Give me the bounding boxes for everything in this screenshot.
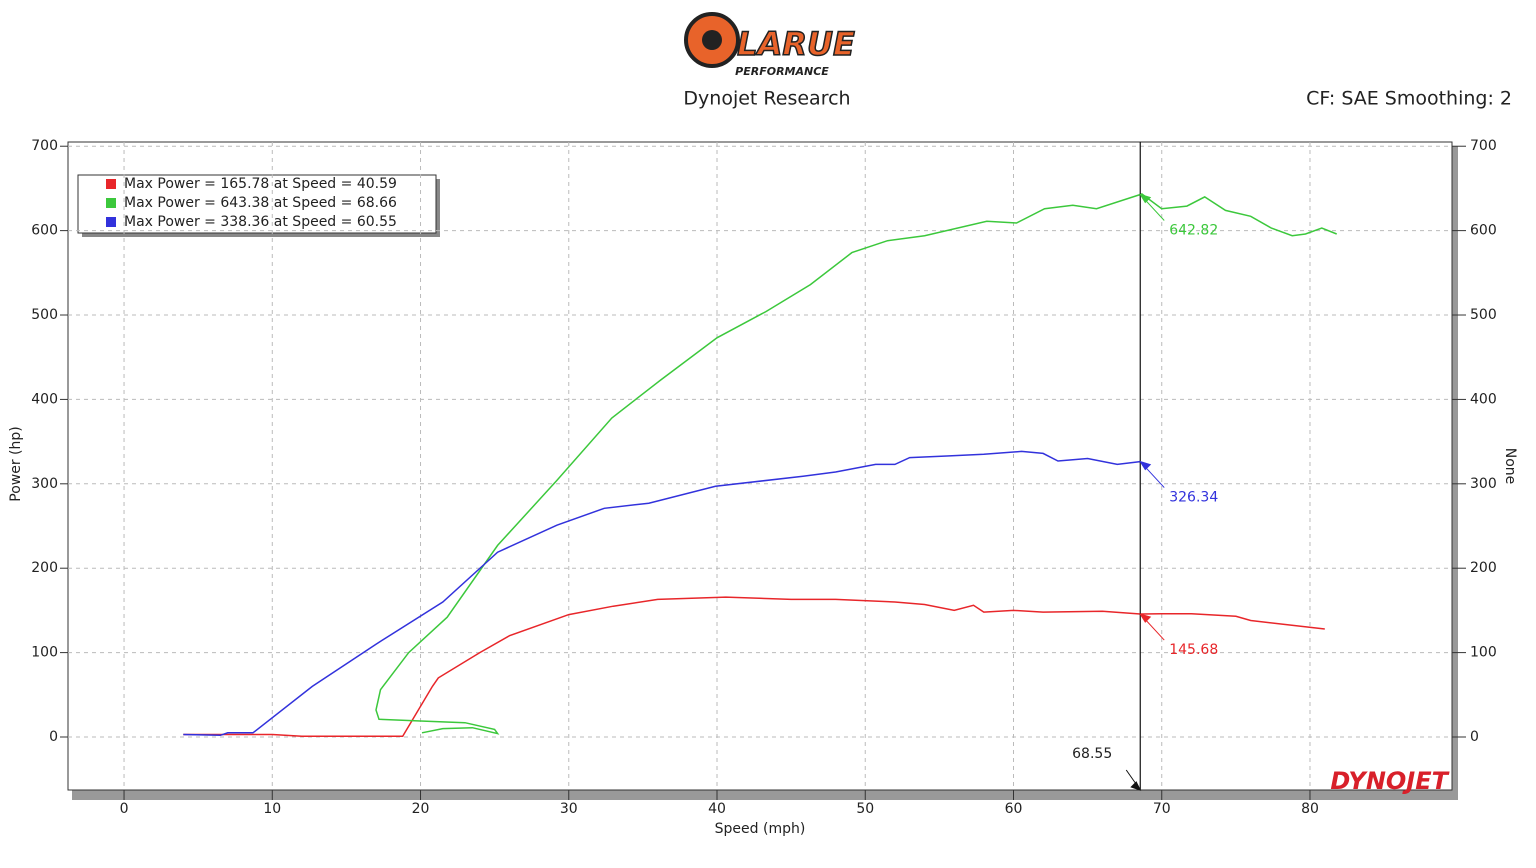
power-line [183,596,1325,737]
logo-tagline: PERFORMANCE [735,65,829,78]
legend-entry: Max Power = 338.36 at Speed = 60.55 [124,214,397,230]
y2-tick-label: 500 [1470,307,1497,323]
legend-swatch [106,198,116,208]
x-tick-label: 30 [560,801,578,817]
cursor-pointer [1139,460,1165,488]
x-tick-label: 50 [856,801,874,817]
x-tick-label: 60 [1005,801,1023,817]
legend-box [77,174,437,234]
y-axis-label: Power (hp) [8,426,24,501]
y-tick-label: 400 [31,391,58,407]
legend-swatch [106,217,116,227]
cursor-x-arrow [1125,769,1142,791]
y-tick-label: 500 [31,307,58,323]
legend: Max Power = 165.78 at Speed = 40.59 Max P… [77,174,440,237]
y-tick-label: 600 [31,223,58,239]
power-line [183,450,1141,737]
legend-entry: Max Power = 165.78 at Speed = 40.59 [124,176,397,192]
x-tick-label: 10 [263,801,281,817]
y2-tick-label: 0 [1470,729,1479,745]
y2-tick-label: 700 [1470,138,1497,154]
logo-turbo-core [702,30,722,50]
y2-tick-label: 100 [1470,645,1497,661]
watermark: DYNOJET [1330,767,1449,795]
x-tick-label: 70 [1153,801,1171,817]
legend-swatch [106,179,116,189]
cursor-pointer [1139,613,1165,641]
y2-tick-label: 400 [1470,391,1497,407]
y2-tick-label: 600 [1470,223,1497,239]
cursor-value-label: 145.68 [1169,642,1218,658]
x-tick-label: 40 [708,801,726,817]
y-tick-label: 0 [49,729,58,745]
y-tick-label: 300 [31,476,58,492]
y2-axis-label: None [1502,448,1518,485]
power-line [375,193,1337,735]
y-tick-label: 700 [31,138,58,154]
legend-entry: Max Power = 643.38 at Speed = 68.66 [124,195,397,211]
y2-tick-label: 300 [1470,476,1497,492]
cursor-pointer [1139,193,1165,221]
logo: LARUE PERFORMANCE [684,12,856,78]
plot-area [67,141,1453,791]
logo-name: LARUE [737,25,855,63]
chart-title: Dynojet Research [683,88,850,110]
cursor-value-label: 642.82 [1169,222,1218,238]
cursor-value-label: 326.34 [1169,490,1218,506]
y2-tick-label: 200 [1470,560,1497,576]
chart-subtitle: CF: SAE Smoothing: 2 [1306,88,1512,110]
y-tick-label: 100 [31,645,58,661]
x-tick-label: 80 [1301,801,1319,817]
x-tick-label: 0 [120,801,129,817]
cursor-x-label: 68.55 [1072,746,1112,762]
y-tick-label: 200 [31,560,58,576]
x-tick-label: 20 [412,801,430,817]
x-axis-label: Speed (mph) [715,821,806,837]
